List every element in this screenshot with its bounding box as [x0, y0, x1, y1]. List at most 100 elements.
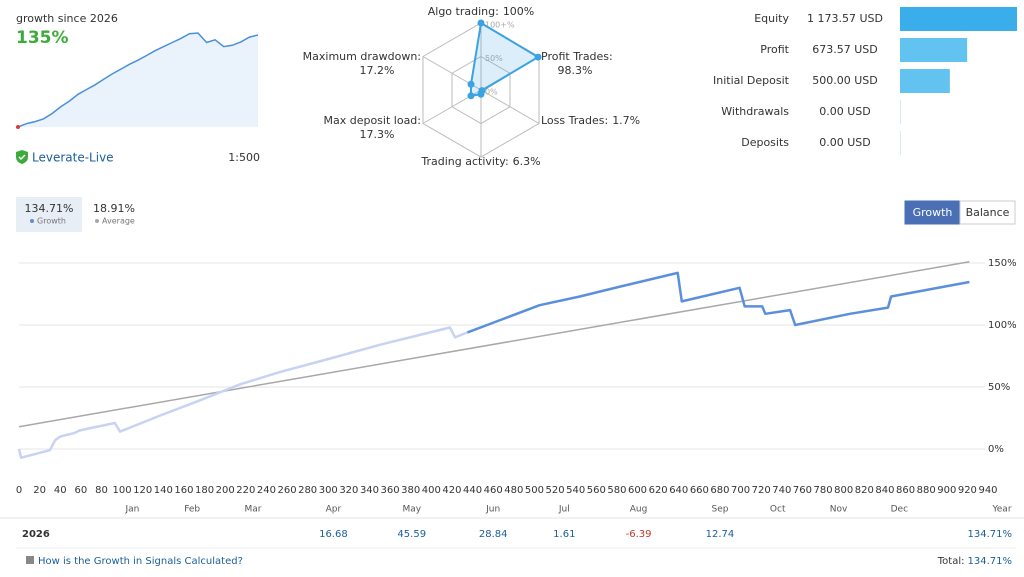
month-label: Jul: [558, 505, 570, 515]
x-tick-label: 720: [752, 485, 771, 496]
x-tick-label: 800: [834, 485, 853, 496]
spark-start: [16, 125, 20, 129]
footer-total-value: 134.71%: [968, 556, 1013, 567]
x-tick-label: 240: [257, 485, 276, 496]
check: [18, 154, 26, 161]
x-tick-label: 560: [587, 485, 606, 496]
radar-point: [477, 90, 485, 98]
radar-name: Trading activity:: [420, 155, 508, 168]
radar-area: [469, 21, 540, 97]
bar-value: 0.00 USD: [819, 105, 871, 118]
table-value: 12.74: [706, 529, 735, 540]
legend-dot: [30, 219, 34, 223]
table-total: 134.71%: [968, 529, 1013, 540]
broker[interactable]: Leverate-Live: [32, 151, 114, 165]
x-tick-label: 420: [442, 485, 461, 496]
radar-point: [477, 19, 485, 27]
x-tick-label: 660: [690, 485, 709, 496]
toggle-label[interactable]: Balance: [966, 206, 1010, 219]
x-tick-label: 840: [875, 485, 894, 496]
x-tick-label: 80: [95, 485, 108, 496]
radar-value: 6.3%: [513, 155, 541, 168]
x-tick-label: 20: [33, 485, 46, 496]
bar-label: Withdrawals: [721, 105, 789, 118]
x-tick-label: 540: [566, 485, 585, 496]
radar-point: [467, 92, 475, 100]
help-link[interactable]: How is the Growth in Signals Calculated?: [38, 556, 243, 567]
x-tick-label: 340: [360, 485, 379, 496]
x-tick-label: 680: [710, 485, 729, 496]
series-line: [17, 326, 468, 459]
radar-label: Max deposit load:: [323, 114, 421, 127]
legend-value: 134.71%: [25, 202, 74, 215]
table-value: 45.59: [397, 529, 426, 540]
spark-line: [17, 32, 259, 128]
bar-label: Deposits: [741, 136, 789, 149]
bar: [900, 69, 950, 93]
radar-value: 100%: [503, 5, 534, 18]
radar-axis: [480, 89, 540, 124]
month-label: Apr: [326, 505, 342, 515]
radar-value: 17.3%: [360, 128, 395, 141]
radar-value: 98.3%: [558, 64, 593, 77]
spark-area: [18, 33, 258, 127]
month-label: Jun: [485, 505, 500, 515]
x-tick-label: 260: [277, 485, 296, 496]
x-tick-label: 200: [216, 485, 235, 496]
x-tick-label: 280: [298, 485, 317, 496]
x-tick-label: 900: [937, 485, 956, 496]
toggle-label[interactable]: Growth: [913, 206, 953, 219]
table-value: 1.61: [553, 529, 575, 540]
month-label: Mar: [245, 505, 262, 515]
legend-name: Average: [102, 217, 135, 226]
x-tick-label: 620: [649, 485, 668, 496]
legend-dot: [95, 219, 99, 223]
y-tick-label: 150%: [988, 258, 1017, 269]
radar-label: Algo trading: 100%: [428, 5, 535, 18]
radar-tick-label: 100+%: [485, 21, 515, 30]
x-tick-label: 580: [607, 485, 626, 496]
radar-tick-label: 0%: [485, 88, 498, 97]
month-label: Nov: [830, 505, 848, 515]
x-tick-label: 600: [628, 485, 647, 496]
radar-name: Loss Trades:: [541, 114, 608, 127]
radar-name: Algo trading:: [428, 5, 499, 18]
month-label: Dec: [891, 505, 908, 515]
x-axis-label: Year: [991, 505, 1011, 515]
x-tick-label: 60: [74, 485, 87, 496]
bar-value: 0.00 USD: [819, 136, 871, 149]
x-tick-label: 780: [814, 485, 833, 496]
x-tick-label: 100: [113, 485, 132, 496]
radar-label: Maximum drawdown:: [303, 50, 421, 63]
month-label: Jan: [124, 505, 139, 515]
bar: [900, 131, 901, 155]
footer-total: Total: 134.71%: [937, 556, 1012, 567]
table-value: -6.39: [626, 529, 652, 540]
x-tick-label: 360: [381, 485, 400, 496]
info-icon: [26, 556, 34, 564]
table-year: 2026: [22, 529, 50, 540]
bar-value: 1 173.57 USD: [807, 12, 883, 25]
table-value: 28.84: [479, 529, 508, 540]
x-tick-label: 700: [731, 485, 750, 496]
x-tick-label: 300: [319, 485, 338, 496]
y-tick-label: 0%: [988, 444, 1004, 455]
leverage: 1:500: [228, 151, 260, 164]
radar-label: Loss Trades: 1.7%: [541, 114, 640, 127]
series-line: [466, 271, 970, 334]
bar: [900, 7, 1017, 31]
y-tick-label: 50%: [988, 382, 1010, 393]
toggle-button[interactable]: [959, 200, 1016, 225]
x-tick-label: 320: [339, 485, 358, 496]
growth-title: growth since 2026: [16, 12, 118, 25]
x-tick-label: 500: [525, 485, 544, 496]
bar: [900, 100, 901, 124]
bar-value: 500.00 USD: [812, 74, 878, 87]
radar-point: [534, 53, 542, 61]
x-tick-label: 380: [401, 485, 420, 496]
radar-label: Profit Trades:: [541, 50, 613, 63]
legend-name: Growth: [37, 217, 66, 226]
x-tick-label: 180: [195, 485, 214, 496]
month-label: Sep: [711, 505, 728, 515]
x-tick-label: 760: [793, 485, 812, 496]
